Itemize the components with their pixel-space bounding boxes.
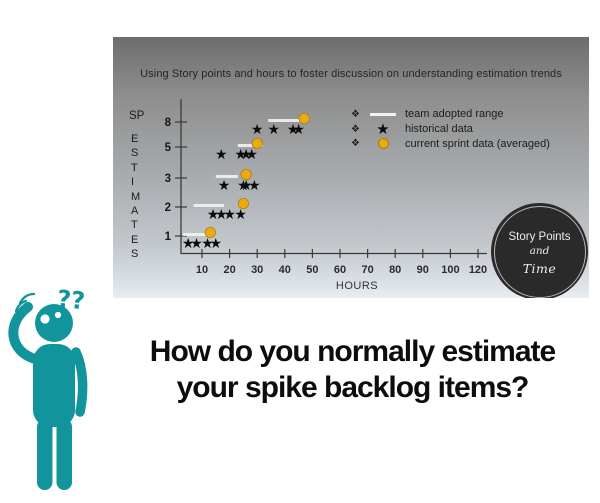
historical-star-marker: ★ (223, 207, 236, 223)
historical-star-marker: ★ (190, 236, 203, 252)
x-axis-title: HOURS (336, 280, 378, 292)
historical-star-marker: ★ (237, 178, 250, 194)
y-tick-label: 1 (165, 231, 172, 243)
x-tick-label: 80 (389, 264, 401, 276)
person-eye-right (54, 311, 62, 319)
y-tick-label: 8 (165, 117, 172, 129)
legend-item-range: ❖ team adopted range (351, 107, 550, 122)
historical-star-marker: ★ (215, 207, 228, 223)
y-tick-label: 5 (165, 142, 172, 154)
historical-star-marker: ★ (182, 236, 195, 252)
diamond-bullet-icon: ❖ (351, 138, 360, 150)
y-axis-letter: T (131, 219, 138, 232)
question-line2: your spike backlog items? (176, 371, 530, 404)
sprint-data-dot (237, 197, 249, 210)
x-tick-label: 30 (251, 264, 263, 276)
x-tick-label: 60 (334, 264, 346, 276)
person-eye-left (40, 314, 50, 324)
historical-star-marker: ★ (210, 236, 223, 252)
x-tick-label: 40 (279, 264, 291, 276)
historical-star-marker: ★ (267, 122, 280, 138)
y-axis-letter: E (131, 233, 139, 246)
star-marker-icon: ★ (376, 120, 390, 139)
legend-item-historical: ❖ ★ historical data (351, 122, 550, 137)
x-tick-label: 20 (223, 264, 235, 276)
historical-star-marker: ★ (287, 122, 300, 138)
y-axis-letter: S (131, 248, 139, 261)
diamond-bullet-icon: ❖ (351, 108, 360, 120)
historical-star-marker: ★ (240, 147, 253, 163)
legend-label: current sprint data (averaged) (405, 137, 550, 150)
historical-star-marker: ★ (292, 122, 305, 138)
historical-star-marker: ★ (201, 236, 214, 252)
estimation-chart: Using Story points and hours to foster d… (113, 37, 589, 298)
chart-legend: ❖ team adopted range ❖ ★ historical data… (351, 107, 550, 151)
person-arm-down (71, 347, 88, 417)
circle-marker-icon (365, 138, 401, 150)
story-points-time-badge: Story Points and Time (491, 203, 588, 298)
historical-star-marker: ★ (251, 122, 264, 138)
historical-star-marker: ★ (248, 178, 261, 194)
historical-star-marker: ★ (218, 178, 231, 194)
diamond-bullet-icon: ❖ (351, 123, 360, 135)
legend-label: team adopted range (405, 108, 504, 121)
y-axis-letter: S (131, 147, 139, 160)
sprint-data-dot (251, 137, 263, 150)
scratch-line-icon (18, 292, 36, 305)
y-axis-letter: I (131, 176, 135, 189)
y-axis-label-sp: SP (129, 110, 145, 122)
scratch-line-icon (14, 299, 28, 313)
x-tick-label: 10 (196, 264, 208, 276)
historical-star-marker: ★ (215, 147, 228, 163)
x-tick-label: 50 (306, 264, 318, 276)
question-line1: How do you normally estimate (149, 335, 556, 368)
historical-star-marker: ★ (240, 178, 253, 194)
question-text: How do you normally estimate your spike … (100, 334, 600, 406)
y-tick-label: 2 (165, 202, 171, 214)
person-leg-left (37, 419, 53, 490)
y-axis-letter: E (131, 133, 139, 145)
historical-star-marker: ★ (234, 207, 247, 223)
range-line-icon (365, 112, 401, 116)
x-tick-label: 120 (469, 264, 487, 276)
sprint-data-dot (298, 112, 310, 125)
thinking-person-figure: ?? (8, 285, 88, 490)
y-tick-label: 3 (165, 173, 171, 185)
historical-star-marker: ★ (234, 147, 247, 163)
badge-ring (493, 205, 586, 298)
person-arm-raised (8, 302, 40, 364)
historical-star-marker: ★ (245, 147, 258, 163)
legend-item-sprint: ❖ current sprint data (averaged) (351, 137, 550, 152)
legend-label: historical data (405, 123, 473, 136)
x-tick-label: 100 (441, 264, 459, 276)
chart-title: Using Story points and hours to foster d… (140, 68, 562, 80)
y-axis-letter: A (131, 205, 139, 218)
person-head (35, 304, 73, 342)
y-axis-letter: T (131, 161, 138, 174)
x-tick-label: 90 (417, 264, 429, 276)
sprint-data-dot (240, 168, 252, 181)
person-leg-right (56, 419, 72, 490)
y-axis-letter: M (131, 190, 141, 203)
sprint-data-dot (204, 226, 216, 239)
person-torso (33, 344, 75, 427)
x-tick-label: 70 (361, 264, 373, 276)
historical-star-marker: ★ (207, 207, 220, 223)
